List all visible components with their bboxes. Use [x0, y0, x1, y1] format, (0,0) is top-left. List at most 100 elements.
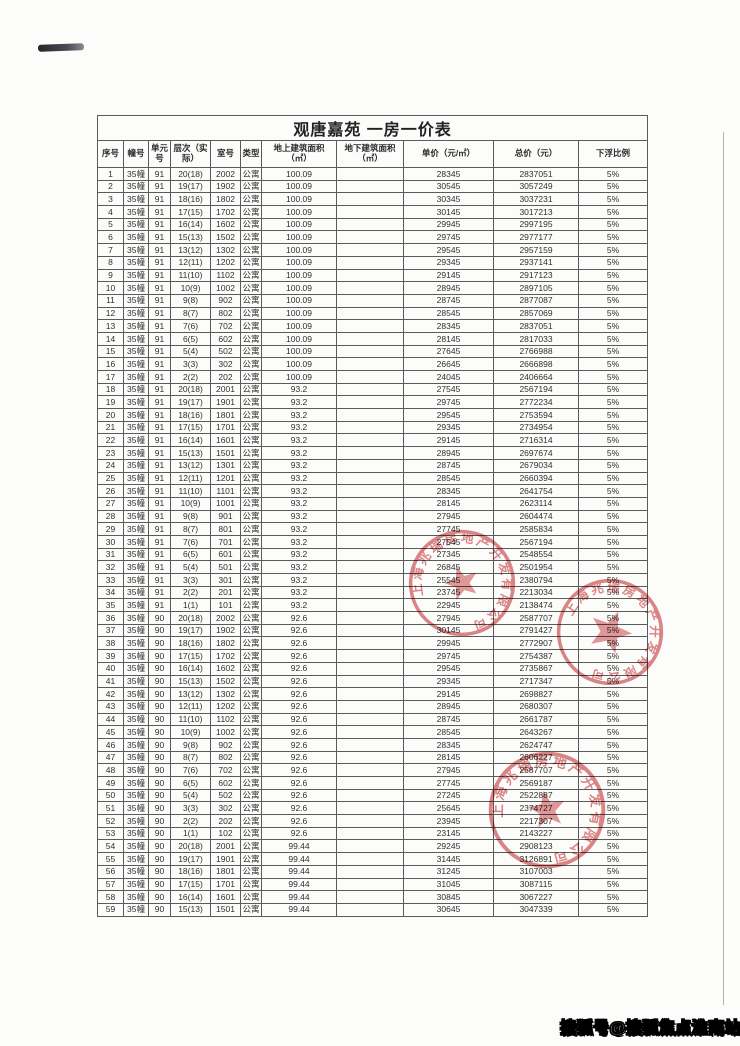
cell-type: 公寓 — [240, 864, 262, 879]
cell-floor: 17(15) — [170, 420, 211, 435]
cell-room: 1501 — [210, 446, 241, 460]
cell-unit-price: 29945 — [403, 217, 494, 232]
cell-area-above: 92.6 — [261, 636, 337, 651]
cell-building: 35幢 — [123, 243, 149, 257]
table-row: 44 35幢 90 11(10) 1102 公寓 92.6 28745 2661… — [97, 712, 649, 727]
cell-building: 35幢 — [123, 699, 149, 714]
cell-area-above: 93.2 — [261, 534, 337, 549]
cell-room: 1202 — [210, 699, 241, 714]
cell-area-below — [336, 864, 404, 879]
cell-area-above: 92.6 — [261, 674, 337, 689]
cell-total-price: 2716314 — [493, 433, 579, 448]
cell-room: 1101 — [210, 484, 241, 498]
cell-unit-price: 30145 — [403, 205, 494, 219]
cell-area-above: 92.6 — [261, 661, 337, 676]
cell-building: 35幢 — [123, 420, 149, 435]
cell-area-above: 100.09 — [261, 306, 337, 321]
cell-building: 35幢 — [123, 826, 149, 841]
cell-unit-price: 29145 — [403, 687, 494, 701]
cell-discount: 5% — [577, 496, 649, 511]
cell-room: 2002 — [210, 611, 241, 625]
cell-floor: 17(15) — [170, 649, 211, 663]
table-row: 12 35幢 91 8(7) 802 公寓 100.09 28545 28570… — [97, 306, 649, 321]
cell-building: 35幢 — [123, 737, 149, 752]
cell-serial: 40 — [97, 661, 124, 676]
cell-floor: 16(14) — [170, 890, 211, 904]
cell-area-below — [336, 750, 404, 765]
cell-area-above: 100.09 — [261, 357, 337, 371]
cell-total-price: 2734954 — [493, 420, 579, 435]
cell-floor: 3(3) — [170, 801, 211, 816]
cell-building: 35幢 — [123, 205, 149, 219]
cell-area-above: 92.6 — [261, 699, 337, 714]
cell-floor: 11(10) — [170, 712, 211, 727]
cell-unit: 91 — [148, 560, 171, 574]
cell-serial: 49 — [97, 776, 124, 790]
cell-unit: 91 — [148, 534, 171, 549]
cell-type: 公寓 — [240, 420, 262, 435]
cell-discount: 5% — [577, 433, 649, 448]
cell-floor: 10(9) — [170, 281, 211, 295]
table-row: 36 35幢 90 20(18) 2002 公寓 92.6 27945 2587… — [97, 611, 649, 625]
table-row: 24 35幢 91 13(12) 1301 公寓 93.2 28745 2679… — [97, 458, 649, 473]
cell-area-above: 92.6 — [261, 801, 337, 816]
cell-room: 101 — [210, 598, 241, 613]
cell-unit-price: 28145 — [403, 496, 494, 511]
cell-serial: 55 — [97, 852, 124, 866]
cell-area-above: 92.6 — [261, 623, 337, 638]
cell-floor: 18(16) — [170, 408, 211, 422]
cell-serial: 27 — [97, 496, 124, 511]
cell-discount: 5% — [577, 293, 649, 308]
cell-area-above: 100.09 — [261, 217, 337, 232]
cell-area-above: 92.6 — [261, 687, 337, 701]
cell-discount: 5% — [577, 281, 649, 295]
cell-type: 公寓 — [240, 243, 262, 257]
cell-area-below — [336, 649, 404, 663]
cell-area-below — [336, 433, 404, 448]
cell-total-price: 2766988 — [493, 344, 579, 359]
cell-discount: 5% — [577, 458, 649, 473]
cell-serial: 43 — [97, 699, 124, 714]
cell-area-below — [336, 192, 404, 207]
cell-building: 35幢 — [123, 382, 149, 397]
cell-unit-price: 29345 — [403, 420, 494, 435]
cell-room: 1502 — [210, 674, 241, 689]
cell-area-below — [336, 496, 404, 511]
cell-type: 公寓 — [240, 471, 262, 486]
cell-serial: 15 — [97, 344, 124, 359]
cell-area-below — [336, 205, 404, 219]
cell-area-below — [336, 763, 404, 777]
cell-room: 502 — [210, 344, 241, 359]
cell-serial: 8 — [97, 255, 124, 270]
cell-serial: 18 — [97, 382, 124, 397]
table-title-row: 观唐嘉苑 一房一价表 — [96, 115, 649, 141]
cell-area-above: 99.44 — [261, 839, 337, 854]
cell-unit: 91 — [148, 268, 171, 283]
cell-serial: 13 — [97, 319, 124, 333]
table-row: 54 35幢 90 20(18) 2001 公寓 99.44 29245 290… — [97, 839, 649, 854]
cell-serial: 17 — [97, 370, 124, 384]
cell-building: 35幢 — [123, 458, 149, 473]
cell-unit-price: 28745 — [403, 458, 494, 473]
cell-floor: 1(1) — [170, 826, 211, 841]
cell-room: 1002 — [210, 725, 241, 739]
cell-area-below — [336, 611, 404, 625]
table-row: 14 35幢 91 6(5) 602 公寓 100.09 28145 28170… — [97, 331, 649, 346]
cell-area-below — [336, 395, 404, 410]
cell-serial: 7 — [97, 243, 124, 257]
cell-unit: 91 — [148, 573, 171, 587]
cell-unit-price: 29745 — [403, 230, 494, 245]
cell-room: 701 — [210, 534, 241, 549]
cell-discount: 5% — [577, 205, 649, 219]
cell-area-above: 100.09 — [261, 319, 337, 333]
cell-discount: 5% — [577, 902, 649, 917]
cell-floor: 3(3) — [170, 357, 211, 371]
cell-area-above: 93.2 — [261, 585, 337, 600]
cell-unit-price: 29545 — [403, 408, 494, 422]
cell-total-price: 2680307 — [493, 699, 579, 714]
cell-unit-price: 29145 — [403, 433, 494, 448]
cell-total-price: 2641754 — [493, 484, 579, 498]
cell-building: 35幢 — [123, 661, 149, 676]
cell-unit: 91 — [148, 370, 171, 384]
cell-building: 35幢 — [123, 598, 149, 613]
